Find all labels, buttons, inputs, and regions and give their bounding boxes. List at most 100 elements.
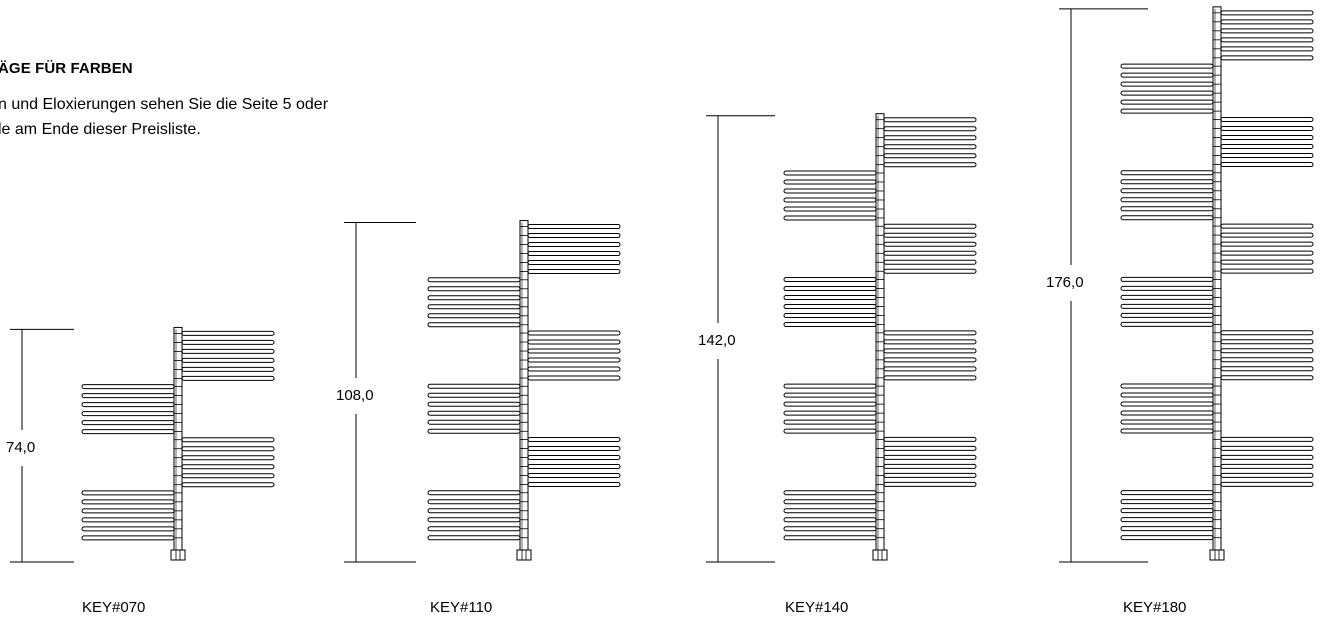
radiator-key140: 142,0 KEY#140 <box>698 113 977 616</box>
towel-bar <box>883 223 977 229</box>
towel-bar <box>81 508 175 514</box>
towel-bar <box>1120 508 1214 514</box>
towel-bar <box>181 366 275 372</box>
towel-bar <box>1120 170 1214 176</box>
towel-bar <box>1120 517 1214 523</box>
towel-bar <box>81 393 175 399</box>
towel-bar <box>181 375 275 381</box>
towel-bar <box>527 482 621 488</box>
towel-bar <box>81 420 175 426</box>
towel-bar <box>427 401 521 407</box>
towel-bar <box>81 526 175 532</box>
towel-bar <box>427 419 521 425</box>
towel-bar <box>1120 419 1214 425</box>
towel-bar <box>427 517 521 523</box>
towel-bar <box>1220 375 1314 381</box>
towel-bar <box>1120 72 1214 78</box>
towel-bar <box>883 472 977 478</box>
towel-bar <box>1220 28 1314 34</box>
towel-bar <box>1120 383 1214 389</box>
towel-bar <box>883 330 977 336</box>
intro-text-line-2: le am Ende dieser Preisliste. <box>0 121 201 138</box>
towel-bar <box>81 402 175 408</box>
valve-foot <box>516 549 532 561</box>
towel-bar <box>1220 232 1314 238</box>
towel-bar <box>783 179 877 185</box>
towel-bar <box>527 242 621 248</box>
towel-bar <box>783 508 877 514</box>
valve-foot <box>170 549 186 561</box>
towel-bar <box>181 446 275 452</box>
towel-bar <box>783 215 877 221</box>
towel-bar <box>1120 90 1214 96</box>
towel-bar <box>181 339 275 345</box>
dimension-label: 74,0 <box>6 439 35 456</box>
towel-bar <box>783 428 877 434</box>
towel-bar <box>1220 481 1314 487</box>
towel-bar <box>427 295 521 301</box>
towel-bar <box>1220 250 1314 256</box>
towel-bar <box>1120 294 1214 300</box>
towel-bar <box>783 517 877 523</box>
towel-bar <box>883 445 977 451</box>
towel-bar <box>1120 535 1214 541</box>
towel-bar <box>527 224 621 230</box>
towel-bar <box>1220 116 1314 122</box>
towel-bar <box>81 517 175 523</box>
towel-bar <box>883 117 977 123</box>
towel-bar <box>783 170 877 176</box>
towel-bar <box>181 357 275 363</box>
towel-bar <box>783 401 877 407</box>
towel-bar <box>181 464 275 470</box>
towel-bar <box>883 250 977 256</box>
towel-bar <box>527 446 621 452</box>
model-name: KEY#070 <box>82 599 145 616</box>
towel-bar <box>181 437 275 443</box>
towel-bar <box>1220 445 1314 451</box>
towel-bar <box>181 330 275 336</box>
towel-bar <box>1220 454 1314 460</box>
towel-bar <box>427 526 521 532</box>
towel-bar <box>783 322 877 328</box>
towel-bar <box>427 383 521 389</box>
towel-bar <box>81 384 175 390</box>
towel-bar <box>1220 366 1314 372</box>
towel-bar <box>883 126 977 132</box>
towel-bar <box>1120 63 1214 69</box>
towel-bar <box>883 162 977 168</box>
towel-bar <box>1120 321 1214 327</box>
towel-bar <box>527 348 621 354</box>
towel-bar <box>1120 179 1214 185</box>
towel-bar <box>427 535 521 541</box>
section-heading: ÄGE FÜR FARBEN <box>0 60 133 77</box>
towel-bar <box>1120 490 1214 496</box>
towel-bar <box>883 144 977 150</box>
towel-bar <box>783 383 877 389</box>
towel-bar <box>883 375 977 381</box>
towel-bar <box>1120 108 1214 114</box>
towel-bar <box>1220 259 1314 265</box>
towel-bar <box>883 232 977 238</box>
towel-bar <box>427 428 521 434</box>
towel-bar <box>1120 499 1214 505</box>
towel-bar <box>883 454 977 460</box>
radiator-key070: 74,0 KEY#070 <box>6 326 275 616</box>
towel-bar <box>527 339 621 345</box>
towel-bar <box>527 455 621 461</box>
towel-bar <box>1120 99 1214 105</box>
towel-bar <box>81 429 175 435</box>
valve-foot <box>872 549 888 561</box>
towel-bar <box>427 410 521 416</box>
towel-bar <box>81 411 175 417</box>
towel-bar <box>527 233 621 239</box>
towel-bar <box>1120 188 1214 194</box>
towel-bar <box>81 499 175 505</box>
towel-bar <box>1220 55 1314 61</box>
towel-bar <box>527 366 621 372</box>
radiator-key110: 108,0 KEY#110 <box>336 220 621 616</box>
towel-bar <box>783 188 877 194</box>
dimension-label: 176,0 <box>1046 274 1084 291</box>
towel-bar <box>1220 161 1314 167</box>
model-name: KEY#110 <box>430 599 492 616</box>
